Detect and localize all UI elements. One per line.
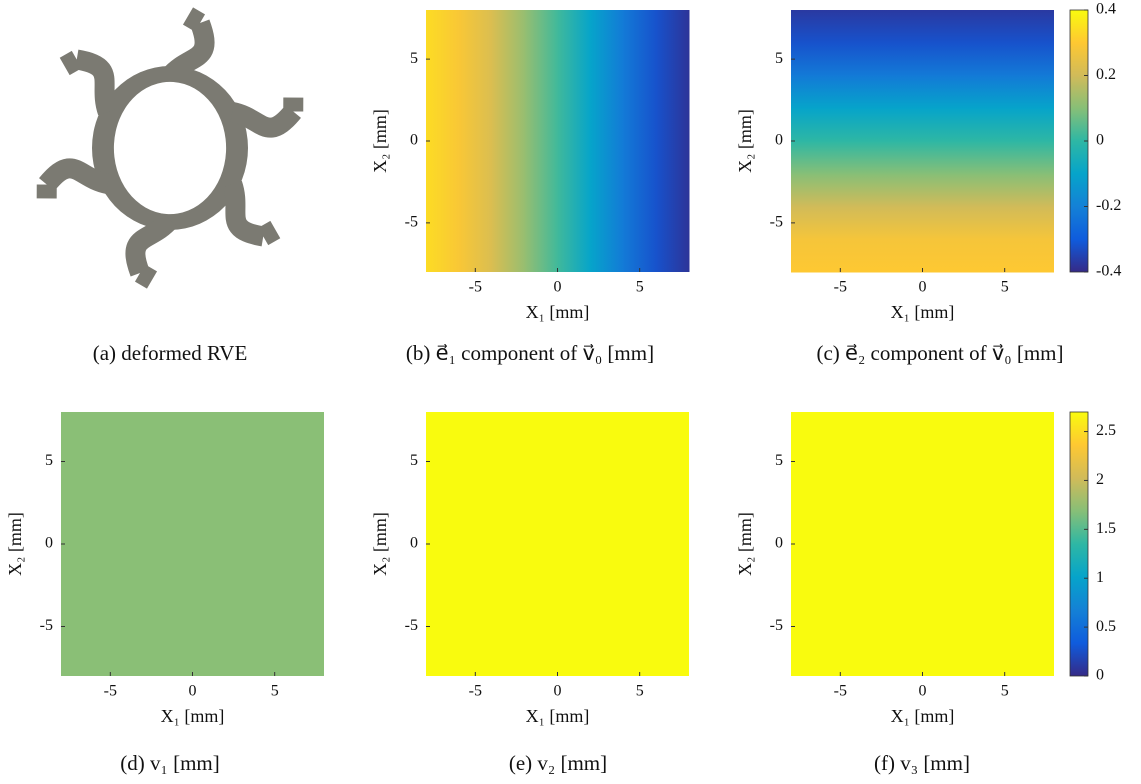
y-tick-label: 0 — [775, 535, 783, 552]
colorbar-tick-label: -0.2 — [1096, 197, 1121, 214]
y-tick-label: -5 — [405, 617, 418, 634]
y-tick-label: 0 — [775, 132, 783, 149]
colorbar-tick-label: 0.2 — [1096, 66, 1116, 83]
colorbar-tick-label: 0.4 — [1096, 1, 1116, 18]
rve-shape — [36, 7, 304, 289]
x-tick-label: 0 — [554, 683, 562, 700]
colorbar-tick-label: 2.5 — [1096, 422, 1116, 439]
x-axis-label: X₁ [mm] — [526, 706, 590, 726]
y-tick-label: 5 — [410, 452, 418, 469]
heat-cell — [791, 42, 1054, 76]
heat-cell — [524, 10, 558, 272]
x-tick-label: 5 — [1001, 279, 1009, 296]
heat-cell — [623, 10, 657, 272]
y-axis-label: X₂ [mm] — [735, 109, 755, 173]
heat-cell — [426, 10, 460, 272]
heat-cell — [590, 10, 624, 272]
heat-cell — [557, 10, 591, 272]
x-axis-label: X₁ [mm] — [891, 706, 955, 726]
caption: (f) v₃ [mm] — [874, 751, 970, 775]
colorbar-tick-label: 0 — [1096, 132, 1104, 149]
x-axis-label: X₁ [mm] — [891, 302, 955, 322]
heat-cell — [458, 10, 493, 272]
heat-cell — [791, 108, 1054, 142]
heat-cell — [791, 75, 1054, 109]
caption: (c) e⃗₂ component of v⃗₀ [mm] — [816, 341, 1063, 365]
heat-cell — [491, 10, 526, 272]
x-tick-label: 0 — [919, 683, 927, 700]
y-tick-label: -5 — [770, 214, 783, 231]
heat-cell — [791, 141, 1054, 175]
x-tick-label: 0 — [189, 683, 197, 700]
x-tick-label: 0 — [919, 279, 927, 296]
caption: (a) deformed RVE — [93, 341, 248, 365]
y-tick-label: -5 — [405, 214, 418, 231]
x-axis-label: X₁ [mm] — [161, 706, 225, 726]
x-tick-label: 5 — [636, 279, 644, 296]
colorbar-tick-label: 1.5 — [1096, 520, 1116, 537]
x-axis-label: X₁ [mm] — [526, 302, 590, 322]
y-tick-label: 0 — [410, 535, 418, 552]
y-tick-label: 0 — [45, 535, 53, 552]
colorbar — [1069, 411, 1089, 677]
y-axis-label: X₂ [mm] — [735, 512, 755, 576]
heat-cell — [791, 239, 1054, 273]
x-tick-label: -5 — [834, 279, 847, 296]
x-tick-label: -5 — [104, 683, 117, 700]
y-tick-label: 5 — [775, 50, 783, 67]
y-axis-label: X₂ [mm] — [370, 512, 390, 576]
heat-cell — [656, 10, 690, 272]
x-tick-label: -5 — [834, 683, 847, 700]
heat-cell — [61, 412, 324, 676]
colorbar-tick-label: 1 — [1096, 569, 1104, 586]
caption: (e) v₂ [mm] — [509, 751, 607, 775]
colorbar-tick-label: -0.4 — [1096, 263, 1121, 280]
y-axis-label: X₂ [mm] — [370, 109, 390, 173]
y-tick-label: -5 — [770, 617, 783, 634]
heat-cell — [426, 412, 689, 676]
x-tick-label: 5 — [1001, 683, 1009, 700]
colorbar-tick-label: 0.5 — [1096, 618, 1116, 635]
colorbar-tick-label: 2 — [1096, 471, 1104, 488]
y-tick-label: -5 — [40, 617, 53, 634]
colorbar-tick-label: 0 — [1096, 667, 1104, 684]
heat-cell — [791, 173, 1054, 207]
x-tick-label: -5 — [469, 683, 482, 700]
x-tick-label: 5 — [271, 683, 279, 700]
y-tick-label: 5 — [775, 452, 783, 469]
x-tick-label: -5 — [469, 279, 482, 296]
y-tick-label: 5 — [45, 452, 53, 469]
heat-cell — [791, 206, 1054, 240]
caption: (b) e⃗₁ component of v⃗₀ [mm] — [406, 341, 654, 365]
y-axis-label: X₂ [mm] — [5, 512, 25, 576]
x-tick-label: 0 — [554, 279, 562, 296]
x-tick-label: 5 — [636, 683, 644, 700]
heat-cell — [791, 10, 1054, 44]
caption: (d) v₁ [mm] — [120, 751, 219, 775]
heat-cell — [791, 412, 1054, 676]
y-tick-label: 5 — [410, 50, 418, 67]
y-tick-label: 0 — [410, 132, 418, 149]
